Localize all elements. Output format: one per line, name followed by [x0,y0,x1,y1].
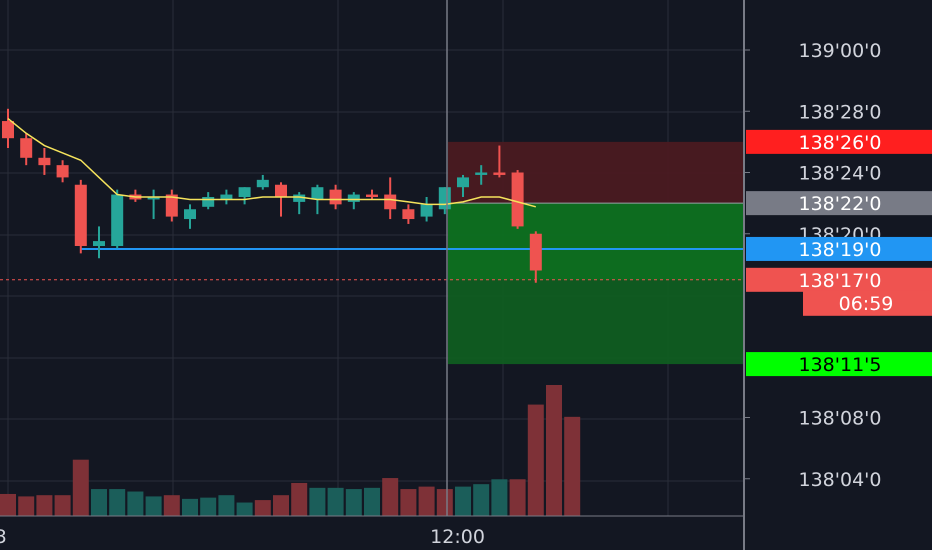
volume-bar [382,478,399,516]
volume-bar [418,486,435,516]
countdown-badge [803,290,932,316]
candle-body [56,165,69,178]
candle-body [384,194,397,210]
volume-bar [236,502,253,516]
price-badges: 138'26'0 138'22'0 138'19'0 138'17'0 138'11'5… [746,129,932,377]
price-badge-label: 138'26'0 [799,132,882,154]
volume-bar [436,489,453,516]
volume-bar [473,484,490,516]
price-badge [746,267,932,292]
volume-bar [91,489,107,516]
volume-bar [327,487,344,516]
price-tick-label: 138'24'0 [799,163,882,185]
candle-body [74,184,87,246]
candle-body [38,157,51,166]
volume-bar [455,486,471,516]
moving-average [7,118,536,208]
price-badge [746,191,932,216]
volume-bar [364,487,380,516]
volume-bar [254,500,271,516]
candle-body [329,189,342,205]
volume-bar [200,497,217,516]
volume-bar [145,496,162,516]
candle-body [111,194,124,246]
price-badge [746,129,932,154]
time-label: 12:00 [430,526,485,548]
volume-bar [182,498,198,516]
candle-body [147,197,160,200]
candle-body [457,177,469,188]
candle-body [511,172,524,227]
price-badge [746,236,932,261]
volume-bar [273,495,289,516]
candle-body [275,184,287,197]
candle-body [347,194,360,202]
volume-bar [400,489,417,516]
volume-bar [163,495,180,516]
grid-lines [0,0,744,516]
volume-bar [546,385,562,516]
volume-bar [54,495,71,516]
candle-body [420,204,433,217]
volume-bar [309,487,326,516]
time-label: 3 [0,526,7,548]
candle-body [202,197,215,207]
candle-body [238,187,251,197]
candlesticks [2,108,542,283]
price-badge-label: 138'19'0 [799,239,882,261]
candle-body [93,241,105,246]
volume-bar [291,482,308,516]
stop-loss-zone [448,141,744,204]
candle-body [366,194,378,197]
volume-bar [509,479,526,516]
candle-body [20,138,33,158]
price-badge-label: 138'22'0 [799,193,882,215]
candle-body [493,172,506,175]
price-badge-label: 138'11'5 [799,354,882,376]
candle-body [475,172,488,175]
volume-bar [491,479,508,516]
price-lines [0,247,744,281]
volume-bar [527,404,544,516]
volume-bar [36,495,53,516]
candle-body [311,187,324,200]
volume-bars [0,385,581,516]
candle-body [165,194,178,217]
candle-body [293,194,306,202]
volume-bar [18,496,35,516]
candle-body [184,209,196,220]
position-tool[interactable] [448,141,744,365]
candle-body [2,121,14,139]
volume-bar [345,489,362,516]
candle-body [438,187,451,210]
volume-bar [109,489,126,516]
volume-bar [564,416,581,516]
time-axis[interactable]: 3 12:00 [0,515,744,548]
candle-body [529,233,542,271]
countdown-label: 06:59 [839,293,894,315]
volume-bar [0,493,16,516]
candle-body [256,179,269,188]
moving-average-line [7,118,536,208]
candle-body [402,209,415,220]
price-axis[interactable]: 139'00'0138'28'0138'24'0138'20'0138'08'0… [743,0,882,550]
price-tick-label: 138'28'0 [799,101,882,123]
candle-body [220,194,233,200]
volume-bar [127,491,144,516]
price-tick-label: 138'04'0 [799,469,882,491]
price-tick-label: 139'00'0 [799,40,882,62]
volume-bar [72,459,89,516]
price-badge-label: 138'17'0 [799,270,882,292]
profit-progress-zone [448,203,744,280]
price-badge [746,352,932,377]
price-tick-label: 138'08'0 [799,408,882,430]
volume-bar [218,495,235,516]
